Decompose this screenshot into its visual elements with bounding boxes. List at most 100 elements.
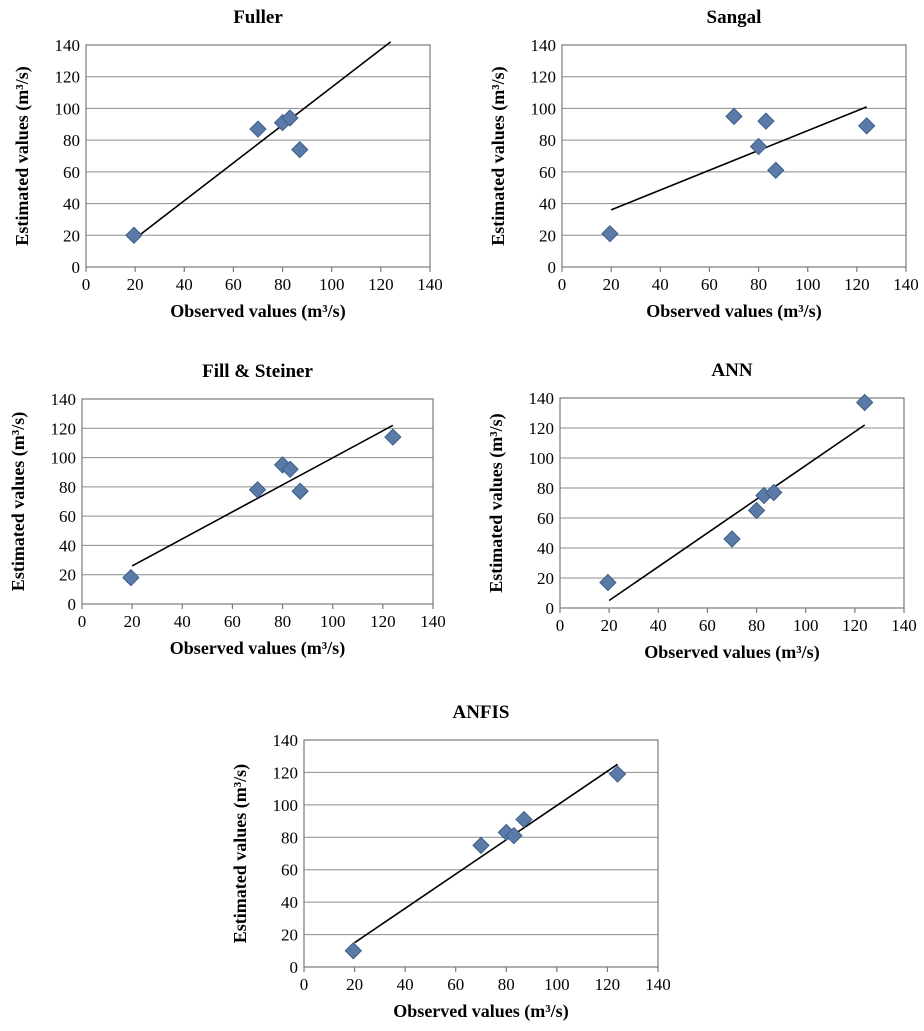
- y-tick-label: 0: [548, 258, 557, 277]
- chart-title: Fill & Steiner: [202, 361, 313, 382]
- x-tick-label: 20: [127, 275, 144, 294]
- data-point: [291, 140, 309, 159]
- y-tick-label: 60: [63, 163, 80, 182]
- x-tick-label: 80: [274, 612, 291, 631]
- x-tick-label: 40: [650, 616, 667, 635]
- x-tick-label: 0: [558, 275, 567, 294]
- y-tick-label: 120: [273, 763, 299, 782]
- y-tick-label: 0: [68, 595, 77, 614]
- x-tick-label: 140: [645, 975, 671, 994]
- y-tick-label: 20: [59, 566, 76, 585]
- x-tick-label: 60: [224, 612, 241, 631]
- chart-title: ANN: [711, 360, 752, 381]
- y-tick-label: 120: [55, 68, 81, 87]
- x-axis-label: Observed values (m³/s): [644, 642, 819, 663]
- x-tick-label: 100: [320, 612, 346, 631]
- y-tick-label: 60: [281, 861, 298, 880]
- x-tick-label: 140: [420, 612, 446, 631]
- x-axis-label: Observed values (m³/s): [393, 1001, 568, 1022]
- data-point: [749, 137, 768, 156]
- y-axis-label: Estimated values (m³/s): [488, 66, 509, 245]
- x-axis-label: Observed values (m³/s): [170, 638, 345, 659]
- chart-title: Fuller: [233, 7, 283, 28]
- y-tick-label: 20: [537, 569, 554, 588]
- x-tick-label: 0: [300, 975, 309, 994]
- y-tick-label: 140: [55, 36, 81, 55]
- y-tick-label: 40: [537, 539, 554, 558]
- plot-area: [561, 44, 907, 268]
- trendline: [354, 763, 618, 944]
- x-tick-label: 20: [603, 275, 620, 294]
- x-tick-label: 140: [893, 275, 919, 294]
- data-point: [757, 112, 775, 130]
- x-tick-label: 120: [370, 612, 396, 631]
- chart-3: 0 20 40 60 80 100 120 140 0 20 40 60 80 100 120 140 ANN O…: [486, 360, 917, 663]
- y-axis-label: Estimated values (m³/s): [12, 66, 33, 245]
- y-tick-label: 0: [72, 258, 81, 277]
- data-point: [384, 428, 402, 446]
- y-tick-label: 40: [63, 195, 80, 214]
- data-point: [515, 810, 533, 829]
- chart-title: Sangal: [707, 7, 762, 28]
- x-tick-label: 120: [842, 616, 868, 635]
- data-point: [857, 117, 876, 135]
- data-point: [505, 826, 523, 845]
- x-tick-label: 60: [699, 616, 716, 635]
- y-tick-label: 0: [290, 958, 299, 977]
- x-axis-label: Observed values (m³/s): [646, 301, 821, 322]
- data-point: [765, 483, 783, 502]
- x-tick-label: 20: [346, 975, 363, 994]
- x-tick-label: 40: [652, 275, 669, 294]
- data-point: [472, 836, 490, 855]
- x-tick-label: 100: [319, 275, 345, 294]
- chart-4: 0 20 40 60 80 100 120 140 0 20 40 60 80 100 120 140 ANFI…: [230, 702, 671, 1022]
- trendline: [134, 41, 392, 240]
- y-tick-label: 60: [537, 509, 554, 528]
- y-tick-label: 100: [51, 449, 77, 468]
- y-tick-label: 120: [51, 419, 77, 438]
- x-tick-label: 60: [447, 975, 464, 994]
- y-tick-label: 100: [273, 796, 299, 815]
- data-point: [291, 482, 309, 500]
- y-tick-label: 80: [63, 131, 80, 150]
- x-tick-label: 0: [78, 612, 87, 631]
- y-tick-label: 40: [539, 195, 556, 214]
- data-point: [747, 501, 766, 520]
- y-tick-label: 120: [529, 419, 555, 438]
- data-point: [599, 573, 617, 592]
- plot-area: [81, 398, 434, 605]
- x-tick-label: 60: [225, 275, 242, 294]
- y-tick-label: 120: [531, 68, 557, 87]
- x-tick-label: 60: [701, 275, 718, 294]
- y-tick-label: 60: [539, 163, 556, 182]
- x-tick-label: 0: [556, 616, 565, 635]
- x-tick-label: 80: [498, 975, 515, 994]
- plot-area: [303, 739, 659, 968]
- x-tick-label: 40: [397, 975, 414, 994]
- chart-title: ANFIS: [452, 702, 509, 723]
- y-tick-label: 20: [281, 926, 298, 945]
- x-tick-label: 100: [793, 616, 819, 635]
- y-tick-label: 20: [63, 226, 80, 245]
- y-tick-label: 140: [51, 390, 77, 409]
- data-point: [281, 460, 299, 478]
- y-tick-label: 80: [537, 479, 554, 498]
- x-tick-label: 120: [368, 275, 394, 294]
- y-tick-label: 60: [59, 507, 76, 526]
- x-tick-label: 40: [174, 612, 191, 631]
- chart-2: 0 20 40 60 80 100 120 140 0 20 40 60 80 100 120 140 Fill…: [8, 361, 446, 659]
- data-point: [122, 568, 140, 587]
- y-tick-label: 40: [59, 536, 76, 555]
- y-tick-label: 20: [539, 226, 556, 245]
- data-point: [281, 109, 299, 127]
- data-point: [608, 765, 627, 783]
- plot-area: [85, 44, 431, 268]
- x-tick-label: 100: [544, 975, 570, 994]
- y-axis-label: Estimated values (m³/s): [486, 413, 507, 592]
- x-tick-label: 80: [274, 275, 291, 294]
- y-tick-label: 140: [529, 389, 555, 408]
- data-point: [725, 107, 743, 126]
- x-tick-label: 80: [748, 616, 765, 635]
- y-tick-label: 140: [273, 731, 299, 750]
